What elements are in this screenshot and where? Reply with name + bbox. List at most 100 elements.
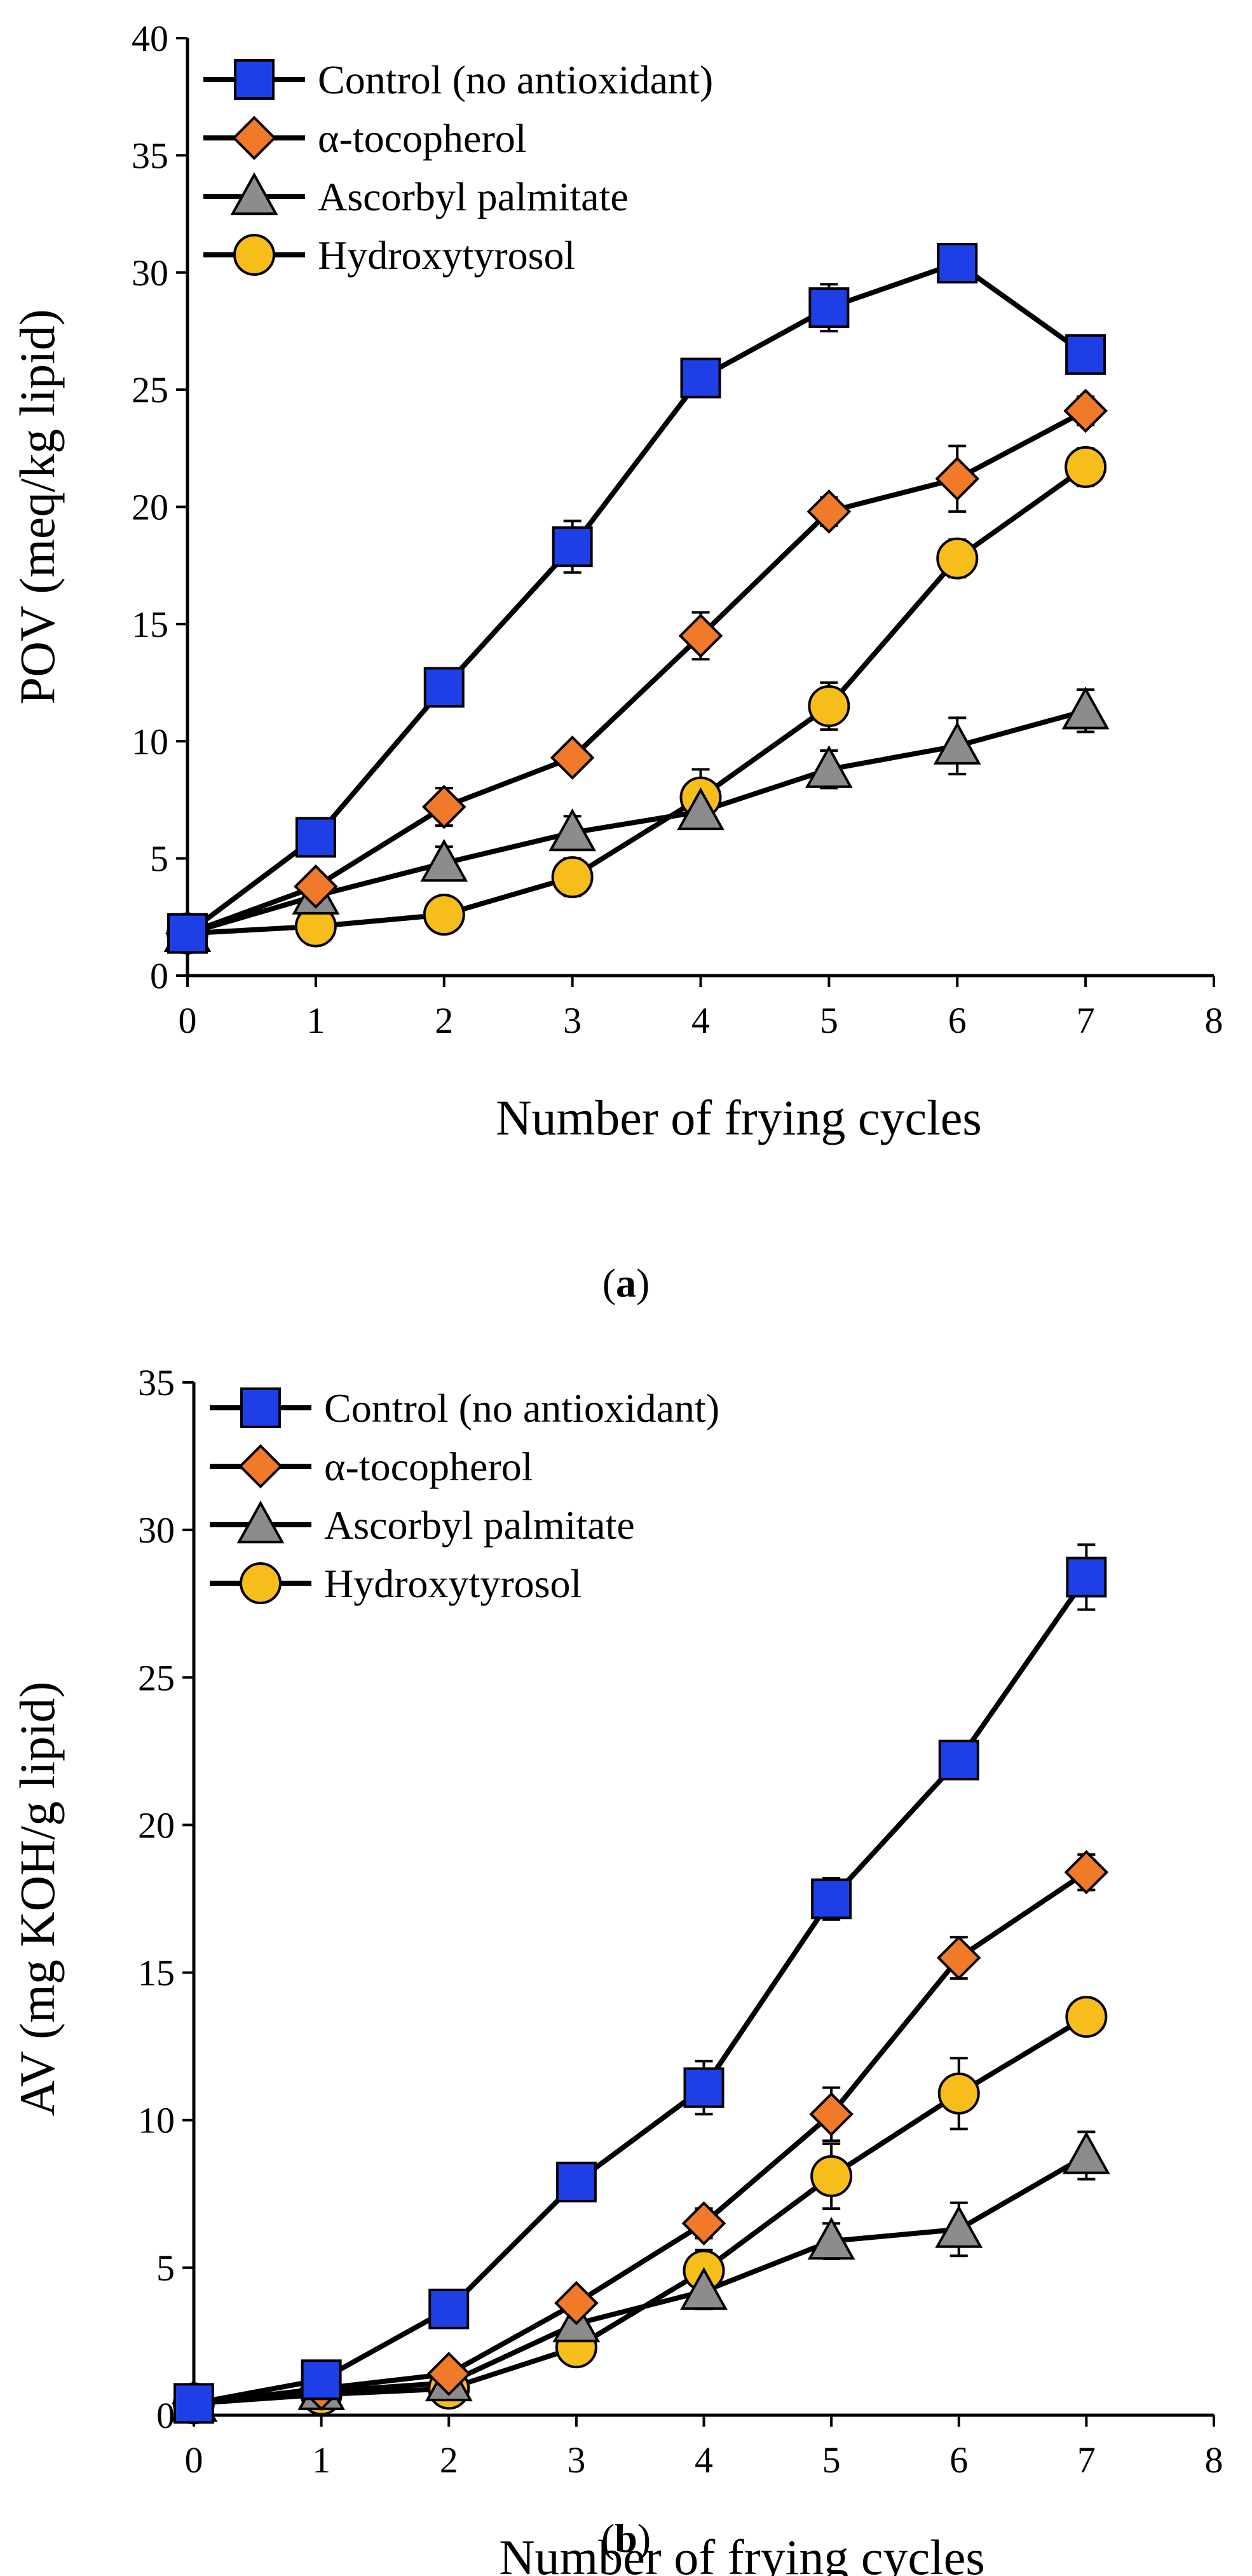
legend-label: α-tocopherol <box>324 1444 533 1489</box>
legend-label: Ascorbyl palmitate <box>324 1503 635 1548</box>
circle-icon <box>233 234 275 276</box>
data-point-control-no-antioxidant <box>174 2383 214 2424</box>
y-tick-label: 25 <box>138 1657 175 1698</box>
data-point-ascorbyl-palmitate <box>805 745 853 788</box>
data-point-control-no-antioxidant <box>937 243 978 283</box>
series-line-ascorbyl-palmitate <box>186 708 1087 936</box>
diamond-icon <box>238 1444 283 1489</box>
x-tick-label: 8 <box>1205 1000 1223 1041</box>
x-tick-label: 3 <box>563 1000 582 1041</box>
x-tick-label: 3 <box>567 2439 585 2481</box>
data-point-hydroxytyrosol <box>936 537 979 580</box>
x-tick-label: 2 <box>435 1000 453 1041</box>
square-icon <box>240 1387 281 1428</box>
y-tick-label: 35 <box>138 1362 175 1403</box>
data-point-tocopherol <box>678 613 723 658</box>
y-tick-label: 35 <box>132 135 168 176</box>
y-tick-label: 0 <box>156 2395 175 2436</box>
x-tick-label: 2 <box>440 2439 458 2481</box>
data-point-tocopherol <box>1064 1850 1109 1895</box>
data-point-tocopherol <box>421 784 466 829</box>
legend-label: Hydroxytyrosol <box>318 233 575 278</box>
series-line-control-no-antioxidant <box>193 1576 1089 2406</box>
data-point-ascorbyl-palmitate <box>933 721 981 765</box>
y-axis-title: AV (mg KOH/g lipid) <box>10 1682 65 2116</box>
legend-label: Control (no antioxidant) <box>324 1386 719 1431</box>
legend-item-tocopherol: α-tocopherol <box>210 1444 533 1489</box>
y-tick-label: 5 <box>156 2247 175 2289</box>
y-tick-label: 15 <box>132 604 168 645</box>
y-axis-title: POV (meq/kg lipid) <box>10 309 65 705</box>
data-point-tocopherol <box>681 2201 726 2246</box>
data-point-control-no-antioxidant <box>1065 334 1106 375</box>
y-tick-label: 5 <box>150 838 168 880</box>
data-point-hydroxytyrosol <box>1065 446 1107 488</box>
square-icon <box>234 59 275 100</box>
x-tick-label: 4 <box>691 1000 710 1041</box>
data-point-ascorbyl-palmitate <box>680 2266 728 2310</box>
data-point-control-no-antioxidant <box>555 2162 597 2203</box>
x-tick-label: 5 <box>822 2439 841 2481</box>
triangle-icon <box>230 172 278 215</box>
data-point-control-no-antioxidant <box>423 667 465 708</box>
x-tick-label: 5 <box>820 1000 838 1041</box>
legend-item-ascorbyl-palmitate: Ascorbyl palmitate <box>203 172 629 219</box>
legend-item-hydroxytyrosol: Hydroxytyrosol <box>210 1561 582 1606</box>
x-tick-label: 7 <box>1077 2439 1096 2481</box>
data-point-tocopherol <box>809 2092 854 2137</box>
data-point-control-no-antioxidant <box>295 817 336 858</box>
data-point-tocopherol <box>554 2280 599 2326</box>
x-tick-label: 8 <box>1205 2439 1223 2481</box>
data-point-tocopherol <box>426 2352 472 2396</box>
caption-b: (b) <box>601 2516 651 2561</box>
legend-item-control-no-antioxidant: Control (no antioxidant) <box>210 1386 719 1431</box>
data-point-hydroxytyrosol <box>808 685 850 727</box>
data-point-hydroxytyrosol <box>423 894 465 936</box>
legend-item-control-no-antioxidant: Control (no antioxidant) <box>203 57 713 102</box>
data-point-tocopherol <box>935 456 980 501</box>
y-tick-label: 10 <box>138 2100 175 2141</box>
data-point-control-no-antioxidant <box>808 287 850 329</box>
triangle-icon <box>236 1500 285 1544</box>
data-point-ascorbyl-palmitate <box>807 2216 855 2260</box>
y-tick-label: 20 <box>138 1804 175 1846</box>
caption-a: (a) <box>602 1260 650 1305</box>
x-tick-label: 0 <box>185 2439 203 2481</box>
data-point-control-no-antioxidant <box>1066 1557 1107 1598</box>
data-point-hydroxytyrosol <box>551 856 594 899</box>
series-line-hydroxytyrosol <box>187 465 1087 936</box>
data-point-ascorbyl-palmitate <box>677 787 725 831</box>
legend-item-tocopherol: α-tocopherol <box>203 116 527 161</box>
diamond-icon <box>232 116 276 160</box>
series-line-tocopherol <box>186 408 1087 936</box>
chart-av: 0 5 10 15 20 25 30 35 0 1 2 3 4 5 6 7 8 Number of frying … <box>10 1362 1223 2576</box>
y-tick-label: 20 <box>132 487 168 528</box>
data-point-control-no-antioxidant <box>811 1878 852 1919</box>
chart-pov: 0 5 10 15 20 25 30 35 40 0 1 2 3 4 5 6 7 8 Number of fryin… <box>10 18 1223 1145</box>
data-point-control-no-antioxidant <box>167 913 208 954</box>
y-tick-label: 25 <box>132 369 168 411</box>
y-tick-label: 40 <box>132 18 168 59</box>
x-tick-label: 1 <box>312 2439 330 2481</box>
x-tick-label: 0 <box>179 1000 197 1041</box>
legend-label: Ascorbyl palmitate <box>318 174 629 219</box>
data-point-ascorbyl-palmitate <box>548 808 597 852</box>
y-tick-label: 10 <box>132 721 168 762</box>
data-point-control-no-antioxidant <box>680 357 721 399</box>
series-line-ascorbyl-palmitate <box>193 2153 1088 2406</box>
y-tick-label: 30 <box>132 252 168 294</box>
data-point-control-no-antioxidant <box>301 2359 342 2401</box>
data-point-ascorbyl-palmitate <box>420 838 468 882</box>
data-point-tocopherol <box>294 864 338 909</box>
data-point-ascorbyl-palmitate <box>1061 686 1110 730</box>
legend-item-hydroxytyrosol: Hydroxytyrosol <box>203 233 575 278</box>
legend-item-ascorbyl-palmitate: Ascorbyl palmitate <box>210 1500 635 1548</box>
data-point-control-no-antioxidant <box>683 2067 725 2108</box>
y-tick-label: 30 <box>138 1509 175 1551</box>
data-point-tocopherol <box>1063 388 1108 433</box>
data-point-tocopherol <box>936 1935 981 1980</box>
legend-label: Hydroxytyrosol <box>324 1561 582 1606</box>
data-point-ascorbyl-palmitate <box>1062 2131 1110 2174</box>
y-tick-label: 0 <box>150 955 168 997</box>
